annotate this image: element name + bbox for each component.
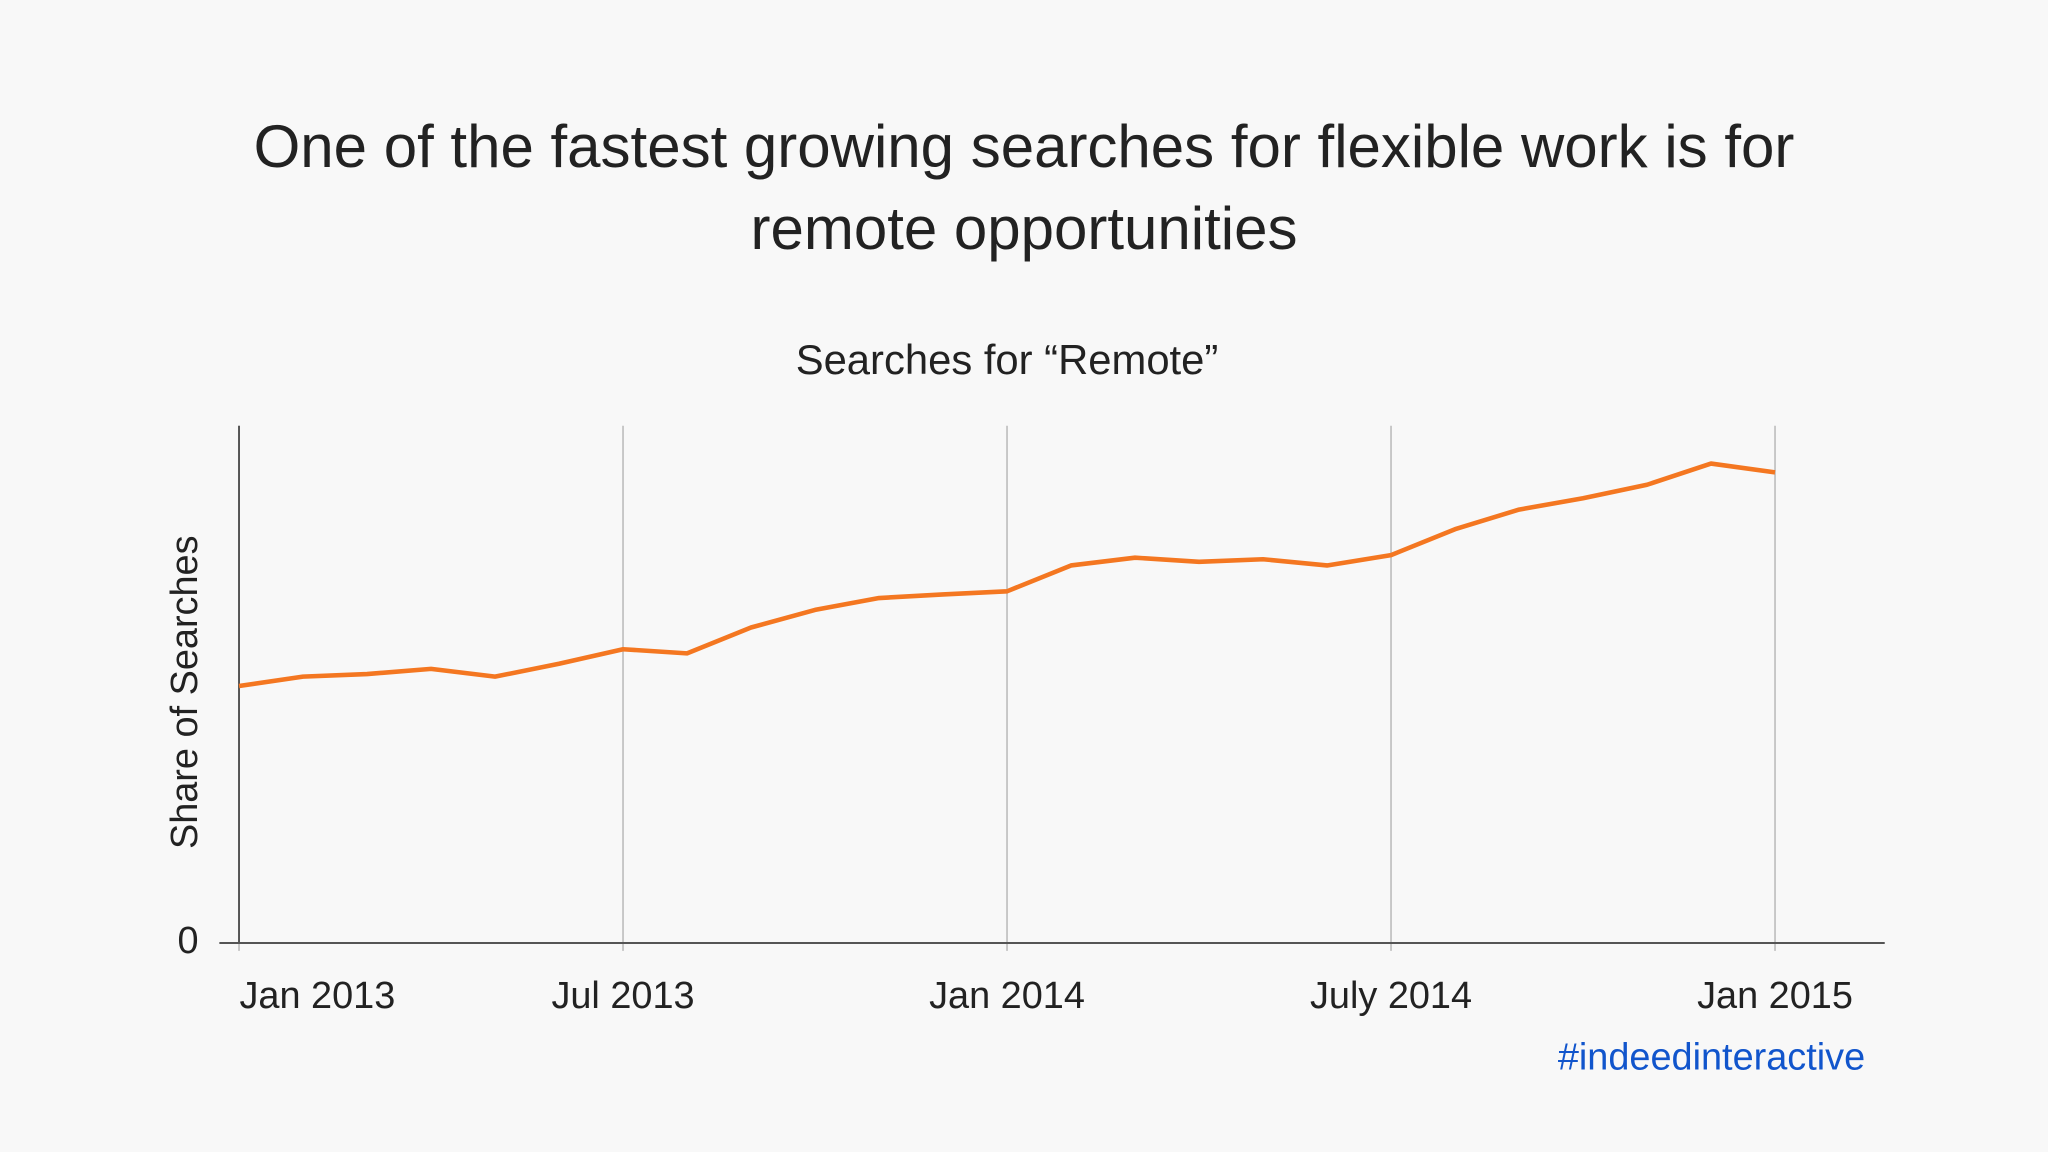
- x-tick-label: Jan 2014: [929, 975, 1085, 1017]
- x-tick-label: Jul 2013: [551, 975, 694, 1017]
- x-tick-label: July 2014: [1310, 975, 1472, 1017]
- chart-title: One of the fastest growing searches for …: [253, 113, 1795, 262]
- y-axis-label: Share of Searches: [164, 535, 206, 849]
- y-tick-label: 0: [177, 920, 198, 962]
- x-tick-label: Jan 2013: [239, 975, 395, 1017]
- x-tick-label: Jan 2015: [1697, 975, 1853, 1017]
- hashtag: #indeedinteractive: [1558, 1036, 1865, 1078]
- line-series: [238, 461, 1776, 689]
- chart-subtitle: Searches for “Remote”: [796, 336, 1219, 383]
